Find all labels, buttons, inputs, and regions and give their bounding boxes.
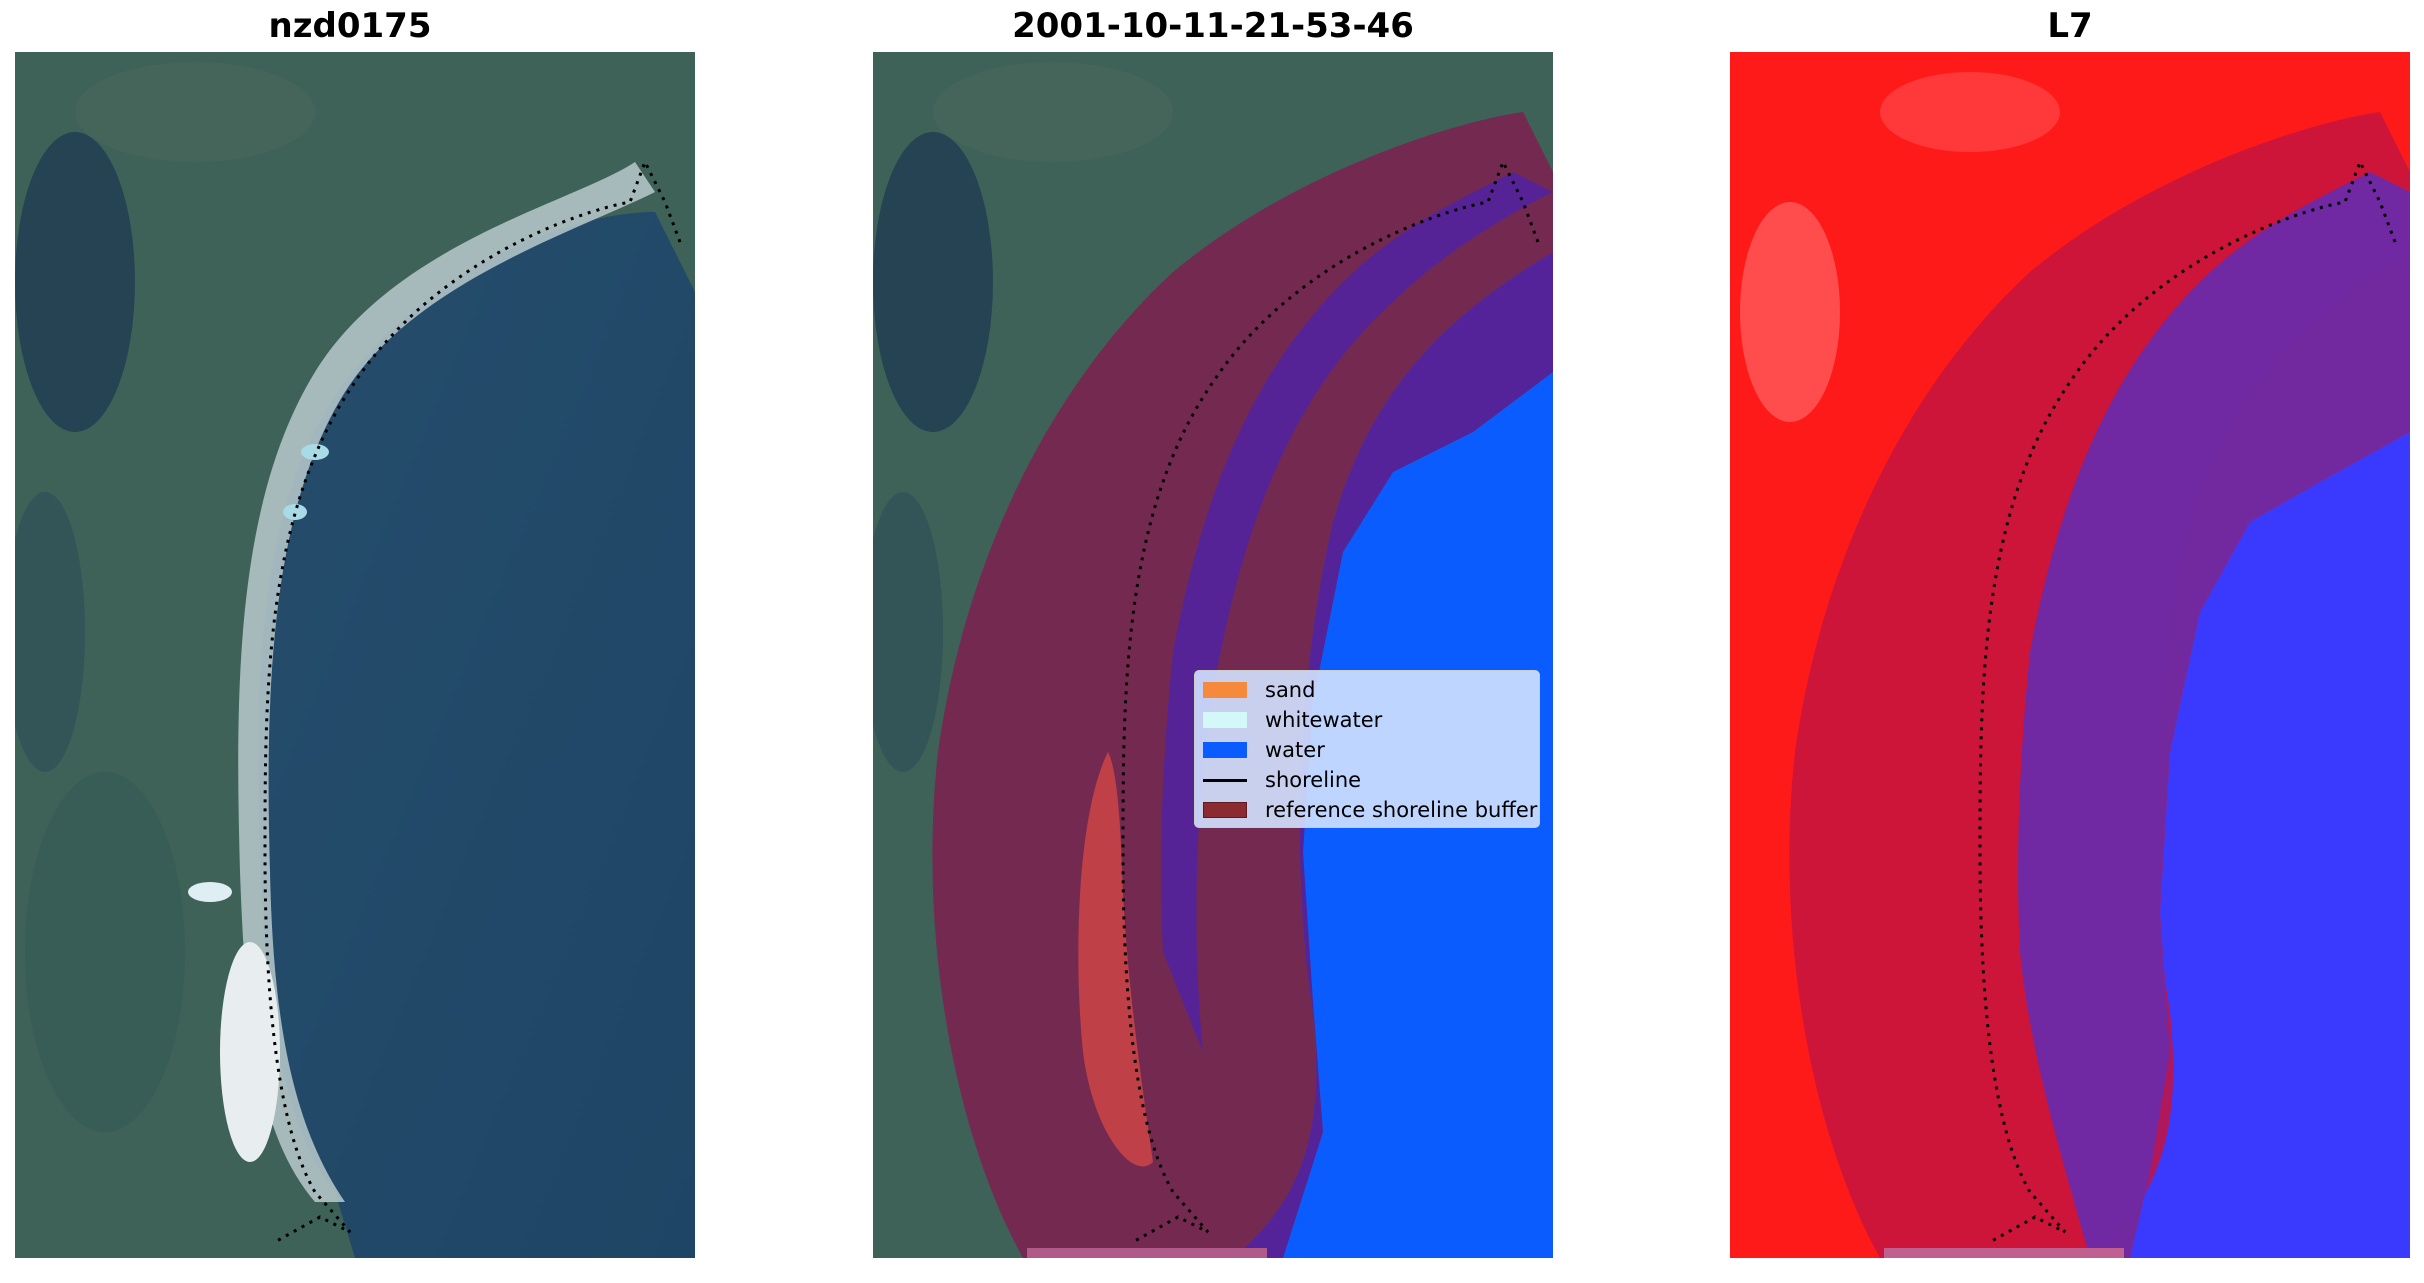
rgb-image bbox=[15, 52, 695, 1258]
legend-label-shoreline: shoreline bbox=[1265, 768, 1362, 792]
panel-title-classification: 2001-10-11-21-53-46 bbox=[1012, 6, 1414, 46]
shoreline bbox=[263, 158, 682, 1244]
legend: sand whitewater water shoreline referenc… bbox=[1194, 670, 1540, 828]
index-image bbox=[1730, 52, 2410, 1258]
negative-index-region bbox=[2130, 432, 2410, 1258]
legend-swatch-sand bbox=[1203, 682, 1247, 698]
legend-line-shoreline bbox=[1203, 778, 1247, 782]
shoreline bbox=[1978, 158, 2397, 1244]
legend-item-water: water bbox=[1203, 735, 1531, 765]
panel-title-index: L7 bbox=[2047, 6, 2093, 46]
legend-item-whitewater: whitewater bbox=[1203, 705, 1531, 735]
legend-label-sand: sand bbox=[1265, 678, 1316, 702]
classification-panel bbox=[873, 52, 1553, 1258]
seaward-in-buffer bbox=[2018, 172, 2410, 1258]
legend-item-shoreline: shoreline bbox=[1203, 765, 1531, 795]
index-panel bbox=[1730, 52, 2410, 1258]
legend-swatch-buffer bbox=[1203, 802, 1247, 818]
panel-title-rgb: nzd0175 bbox=[268, 6, 432, 46]
shoreline bbox=[1121, 158, 1540, 1244]
legend-label-whitewater: whitewater bbox=[1265, 708, 1383, 732]
legend-label-water: water bbox=[1265, 738, 1325, 762]
water-in-buffer bbox=[1233, 252, 1553, 1258]
legend-item-sand: sand bbox=[1203, 675, 1531, 705]
legend-swatch-water bbox=[1203, 742, 1247, 758]
legend-swatch-whitewater bbox=[1203, 712, 1247, 728]
classification-image bbox=[873, 52, 1553, 1258]
legend-item-buffer: reference shoreline buffer bbox=[1203, 795, 1537, 825]
rgb-image-panel bbox=[15, 52, 695, 1258]
legend-label-buffer: reference shoreline buffer bbox=[1265, 798, 1538, 822]
